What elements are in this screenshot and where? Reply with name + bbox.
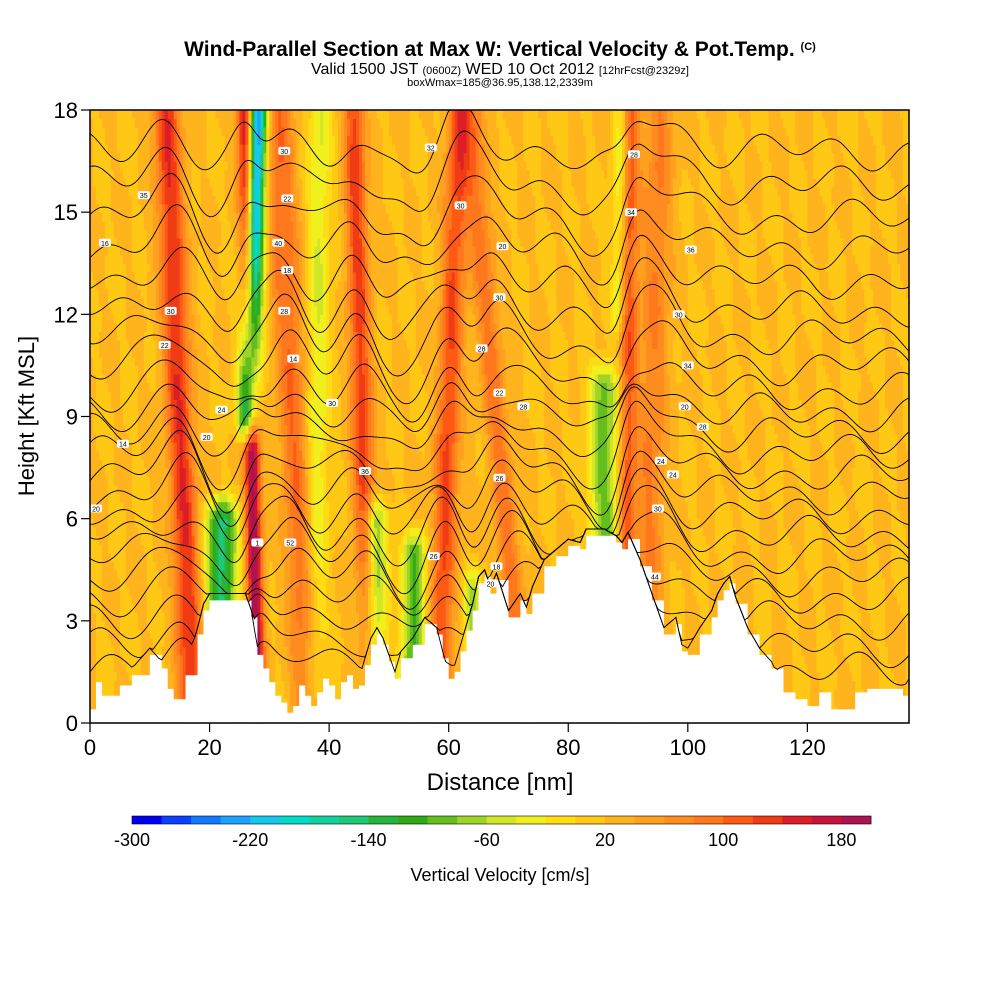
cross-section-chart: 20142230163520241 52142818402230303626323… [0,0,1000,1000]
